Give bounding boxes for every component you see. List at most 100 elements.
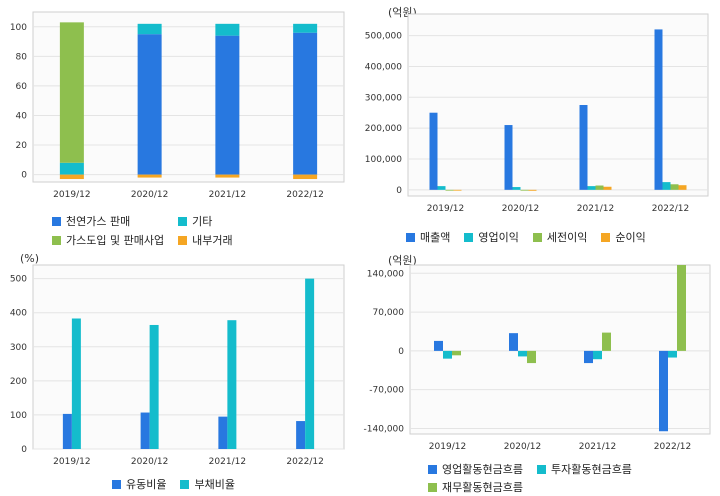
legend-swatch xyxy=(178,216,188,226)
x-tick-label: 2022/12 xyxy=(654,442,691,452)
cashflow-plot: -140,000 -70,000 0 70,000 140,000 2019/12 2020… xyxy=(364,264,711,452)
legend-label: 기타 xyxy=(192,215,213,228)
cashflow-chart: (억원) -140,000 -70,000 0 70,000 140,000 2019/1… xyxy=(360,248,720,496)
x-tick-label: 2021/12 xyxy=(579,442,616,452)
unit-label: (%) xyxy=(20,252,40,265)
bar xyxy=(140,412,150,449)
ratio-plot: 0 100 200 300 400 500 2019/12 2020/12 2021/12 202… xyxy=(10,264,345,467)
x-tick-label: 2021/12 xyxy=(209,190,246,200)
bar xyxy=(527,350,536,364)
bar xyxy=(434,340,443,351)
x-tick-label: 2019/12 xyxy=(429,442,466,452)
income-legend: 매출액 영업이익 세전이익 순이익 xyxy=(406,229,646,245)
bar xyxy=(677,265,686,351)
y-tick-label: 0 xyxy=(21,445,27,455)
legend-item: 유동비율 xyxy=(112,476,166,492)
bar xyxy=(602,332,611,351)
y-tick-label: 500,000 xyxy=(365,32,402,42)
legend-label: 내부거래 xyxy=(192,234,233,247)
bar xyxy=(71,318,81,449)
bar xyxy=(528,189,537,191)
y-tick-label: 300 xyxy=(10,343,27,353)
legend-item: 매출액 xyxy=(406,229,450,245)
bar xyxy=(445,189,454,191)
unit-label: (억원) xyxy=(388,254,417,267)
bar xyxy=(296,421,306,449)
income-chart: (억원) 0 100,000 200,000 300,000 400,000 500,00… xyxy=(360,0,720,248)
y-tick-label: 0 xyxy=(398,347,404,357)
bar xyxy=(215,23,240,36)
plot-frame xyxy=(32,264,345,450)
bar xyxy=(518,350,527,357)
legend-swatch xyxy=(406,232,415,242)
y-tick-label: 80 xyxy=(16,52,28,62)
y-tick-label: 500 xyxy=(10,275,27,285)
x-tick-label: 2021/12 xyxy=(209,457,246,467)
income-plot: 0 100,000 200,000 300,000 400,000 500,000 2019… xyxy=(365,13,709,214)
bar xyxy=(584,350,593,364)
bar xyxy=(293,32,318,175)
y-tick-label: -140,000 xyxy=(364,424,405,434)
cashflow-legend: 영업활동현금흐름 투자활동현금흐름 재무활동현금흐름 xyxy=(428,461,632,495)
revenue-mix-chart: 0 20 40 60 80 100 2019/12 2020/12 2021/12 2022/12… xyxy=(0,0,360,248)
x-tick-label: 2022/12 xyxy=(286,457,323,467)
legend-label: 천연가스 판매 xyxy=(66,215,131,228)
legend-label: 순이익 xyxy=(615,231,646,244)
x-tick-label: 2022/12 xyxy=(286,190,323,200)
y-tick-label: 100 xyxy=(10,411,27,421)
legend-item: 영업활동현금흐름 xyxy=(428,461,523,477)
legend-item: 내부거래 xyxy=(178,232,233,248)
x-tick-label: 2021/12 xyxy=(577,204,614,214)
ratio-chart: (%) 0 100 200 300 400 500 2019/12 2020/12 2021/1… xyxy=(0,248,360,496)
legend-swatch xyxy=(536,464,546,474)
legend-label: 영업활동현금흐름 xyxy=(442,463,523,476)
y-tick-label: 300,000 xyxy=(365,93,402,103)
legend-label: 유동비율 xyxy=(126,478,167,491)
y-tick-label: 0 xyxy=(396,186,402,196)
bar xyxy=(659,350,668,432)
legend-swatch xyxy=(180,479,190,489)
bar xyxy=(509,333,518,351)
plot-frame xyxy=(407,13,709,197)
legend-label: 세전이익 xyxy=(546,231,588,244)
bar xyxy=(603,186,612,190)
bar xyxy=(595,185,604,190)
bar xyxy=(137,23,162,35)
bar xyxy=(452,350,461,356)
legend-item: 순이익 xyxy=(601,229,646,245)
bar xyxy=(593,350,602,360)
y-tick-label: 100 xyxy=(10,23,27,33)
bar xyxy=(453,189,462,191)
bar xyxy=(587,186,596,190)
bar xyxy=(668,350,677,358)
y-tick-label: 200 xyxy=(10,377,27,387)
bar xyxy=(59,174,84,180)
bar xyxy=(654,29,663,190)
legend-swatch xyxy=(464,232,474,242)
revenue-mix-legend: 천연가스 판매 기타 가스도입 및 판매사업 내부거래 xyxy=(52,213,233,248)
legend-label: 부채비율 xyxy=(194,478,235,491)
bar xyxy=(579,105,588,190)
bar xyxy=(218,416,228,449)
bar xyxy=(662,182,671,190)
x-tick-label: 2022/12 xyxy=(652,204,689,214)
y-tick-label: 40 xyxy=(16,111,28,121)
legend-swatch xyxy=(428,464,437,474)
legend-swatch xyxy=(428,482,437,492)
legend-label: 가스도입 및 판매사업 xyxy=(66,234,165,247)
x-tick-label: 2019/12 xyxy=(53,457,90,467)
x-tick-label: 2019/12 xyxy=(427,204,464,214)
bar xyxy=(59,22,84,163)
bar xyxy=(670,184,679,190)
ratio-legend: 유동비율 부채비율 xyxy=(112,476,235,492)
bar xyxy=(137,34,162,175)
y-tick-label: 0 xyxy=(21,171,27,181)
bar xyxy=(437,186,446,190)
legend-item: 투자활동현금흐름 xyxy=(536,461,632,477)
x-tick-label: 2020/12 xyxy=(131,457,168,467)
legend-swatch xyxy=(52,216,61,226)
y-tick-label: 60 xyxy=(16,82,28,92)
y-tick-label: 400,000 xyxy=(365,62,402,72)
y-tick-label: 70,000 xyxy=(373,308,405,318)
legend-item: 천연가스 판매 xyxy=(52,213,164,229)
